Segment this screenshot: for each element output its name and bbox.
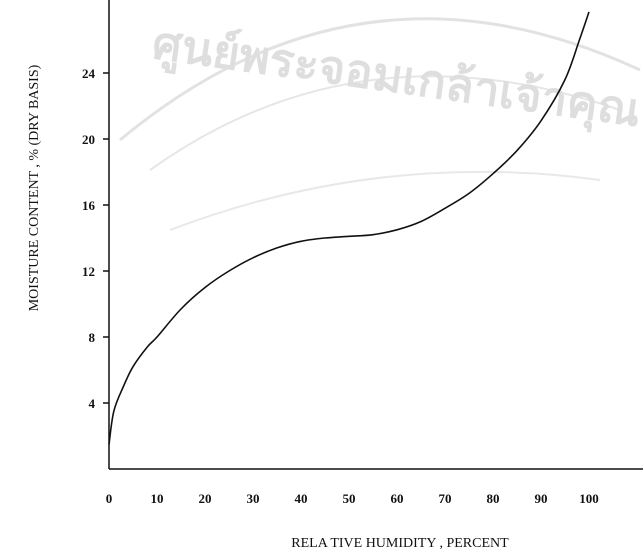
y-tick-label: 20 — [82, 132, 95, 147]
watermark-arc-outer — [119, 17, 641, 142]
watermark: ศูนย์พระจอมเกล้าเจ้าคุณ — [119, 15, 643, 231]
moisture-curve — [108, 11, 590, 445]
x-tick-label: 30 — [247, 491, 260, 506]
y-tick-label: 8 — [89, 330, 96, 345]
x-tick-label: 10 — [151, 491, 164, 506]
y-tick-label: 12 — [82, 264, 95, 279]
y-tick-label: 4 — [89, 396, 96, 411]
x-tick-label: 0 — [106, 491, 113, 506]
x-tick-label: 20 — [199, 491, 212, 506]
x-tick-label: 70 — [439, 491, 452, 506]
y-ticks: 4 8 12 16 20 24 — [82, 66, 109, 411]
y-tick-label: 16 — [82, 198, 96, 213]
x-tick-label: 90 — [535, 491, 548, 506]
x-tick-label: 80 — [487, 491, 500, 506]
y-tick-label: 24 — [82, 66, 96, 81]
watermark-arc-inner — [149, 75, 621, 171]
x-axis-title: RELA TIVE HUMIDITY , PERCENT — [291, 536, 509, 551]
x-tick-label: 60 — [391, 491, 404, 506]
x-tick-label: 50 — [343, 491, 356, 506]
x-tick-label: 100 — [579, 491, 599, 506]
watermark-text: ศูนย์พระจอมเกล้าเจ้าคุณ — [149, 15, 643, 139]
y-axis-title: MOISTURE CONTENT , % (DRY BASIS) — [27, 64, 42, 311]
watermark-arc-lower — [169, 170, 601, 231]
x-ticks: 0 10 20 30 40 50 60 70 80 90 100 — [106, 491, 599, 506]
x-tick-label: 40 — [295, 491, 308, 506]
